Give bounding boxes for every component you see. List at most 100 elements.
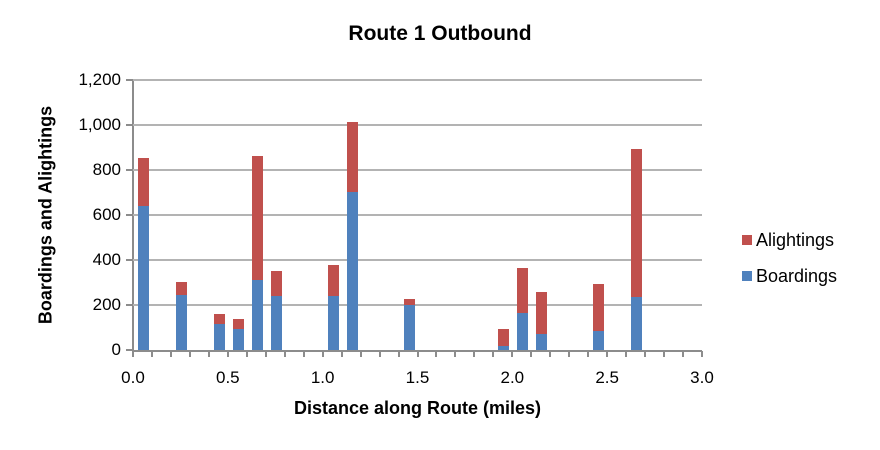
legend-label: Alightings (756, 229, 835, 250)
chart-title-text: Route 1 Outbound (348, 22, 532, 45)
bar-segment-alightings (403, 298, 415, 305)
bar-segment-boardings (251, 280, 263, 350)
x-tick-label: 2.5 (595, 368, 619, 387)
x-tick-mark (606, 351, 609, 357)
gridline (133, 304, 702, 306)
bar-segment-alightings (175, 282, 187, 296)
bar-stack (346, 122, 358, 350)
x-tick-mark (283, 351, 286, 357)
x-tick-mark (397, 351, 400, 357)
y-tick-mark (126, 124, 133, 126)
bar-stack (232, 318, 244, 350)
x-tick-mark (207, 351, 210, 357)
bar-stack (517, 268, 529, 350)
bar-segment-boardings (175, 295, 187, 350)
bar-stack (175, 282, 187, 350)
bar-segment-boardings (346, 192, 358, 350)
x-tick-mark (416, 351, 419, 357)
bar-stack (213, 314, 225, 350)
bar-segment-boardings (327, 296, 339, 350)
y-tick-mark (126, 304, 133, 306)
bar-segment-boardings (270, 296, 282, 350)
y-tick-mark (126, 169, 133, 171)
x-tick-mark (644, 351, 647, 357)
bar-segment-boardings (593, 331, 605, 350)
x-tick-mark (625, 351, 628, 357)
legend-swatch (742, 271, 752, 281)
bar-segment-boardings (498, 345, 510, 350)
x-tick-mark (454, 351, 457, 357)
x-tick-label: 1.5 (405, 368, 430, 387)
bar-stack (403, 298, 415, 350)
y-tick-label: 1,200 (78, 70, 121, 89)
gridline (133, 79, 702, 81)
bar-segment-alightings (593, 284, 605, 332)
y-tick-mark (126, 214, 133, 216)
x-tick-label: 2.0 (500, 368, 525, 387)
x-tick-mark (378, 351, 381, 357)
bar-stack (631, 149, 643, 350)
x-tick-mark (530, 351, 533, 357)
x-tick-mark (568, 351, 571, 357)
y-tick-mark (126, 79, 133, 81)
x-tick-mark (321, 351, 324, 357)
y-tick-label: 400 (92, 250, 121, 269)
x-tick-label: 1.0 (310, 368, 335, 387)
x-tick-mark (226, 351, 229, 357)
bar-segment-boardings (213, 323, 225, 350)
bar-segment-alightings (251, 155, 263, 281)
bar-segment-alightings (498, 329, 510, 346)
gridline (133, 259, 702, 261)
bar-segment-alightings (536, 291, 548, 335)
x-tick-mark (511, 351, 514, 357)
bar-stack (327, 264, 339, 350)
bar-segment-alightings (346, 122, 358, 193)
x-tick-mark (549, 351, 552, 357)
x-tick-mark (682, 351, 685, 357)
y-tick-label: 600 (92, 205, 121, 224)
y-tick-label: 200 (92, 295, 121, 314)
x-tick-mark (188, 351, 191, 357)
bar-segment-alightings (137, 158, 149, 206)
y-tick-mark (126, 259, 133, 261)
y-tick-label: 800 (92, 160, 121, 179)
x-tick-mark (473, 351, 476, 357)
x-tick-label: 3.0 (690, 368, 714, 387)
bar-segment-boardings (536, 334, 548, 350)
bar-segment-alightings (517, 268, 529, 314)
bar-stack (536, 291, 548, 350)
bar-segment-boardings (517, 313, 529, 350)
y-tick-mark (126, 349, 133, 351)
x-tick-mark (340, 351, 343, 357)
y-axis-line (132, 80, 134, 352)
bar-segment-alightings (213, 314, 225, 324)
x-tick-label: 0.5 (216, 368, 240, 387)
bar-segment-boardings (137, 206, 149, 350)
y-tick-label: 0 (111, 340, 121, 359)
gridline (133, 124, 702, 126)
legend: Alightings Boardings (742, 222, 837, 294)
y-tick-label: 1,000 (78, 115, 121, 134)
x-tick-mark (302, 351, 305, 357)
x-tick-mark (132, 351, 134, 357)
legend-item-alightings: Alightings (742, 222, 837, 258)
x-tick-mark (245, 351, 248, 357)
bar-stack (137, 158, 149, 350)
bar-segment-alightings (232, 318, 244, 330)
x-axis-label: Distance along Route (miles) (293, 398, 542, 418)
x-tick-mark (492, 351, 495, 357)
x-tick-mark (264, 351, 267, 357)
bar-segment-alightings (270, 271, 282, 296)
x-tick-mark (663, 351, 666, 357)
bar-stack (593, 284, 605, 350)
legend-swatch (742, 235, 752, 245)
gridline (133, 214, 702, 216)
bar-stack (251, 155, 263, 350)
legend-item-boardings: Boardings (742, 258, 837, 294)
bar-segment-boardings (403, 305, 415, 350)
x-tick-mark (587, 351, 590, 357)
chart-title: Route 1 Outbound (0, 22, 880, 46)
bar-segment-alightings (631, 149, 643, 297)
x-tick-mark (435, 351, 438, 357)
plot-area: 0 200 400 600 800 1,000 1,200 0.0 0.5 1.0 1.5 2.0 2.… (78, 70, 713, 387)
